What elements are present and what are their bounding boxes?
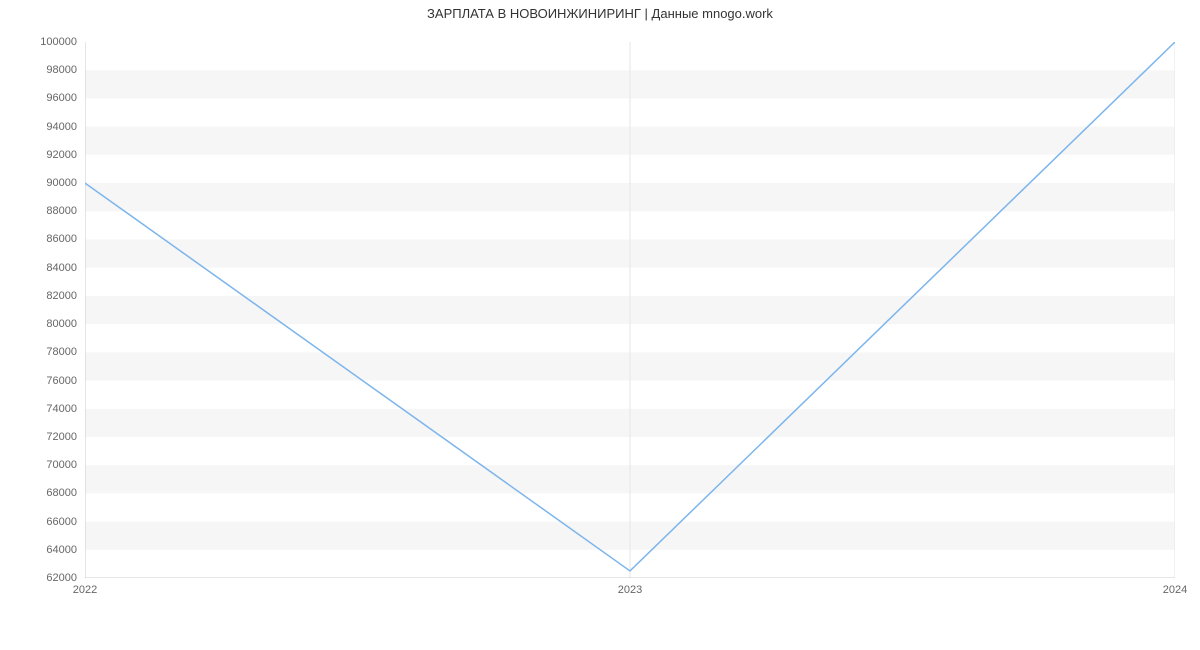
- salary-line-chart: ЗАРПЛАТА В НОВОИНЖИНИРИНГ | Данные mnogo…: [0, 0, 1200, 650]
- x-tick-label: 2023: [618, 584, 642, 596]
- y-tick-label: 90000: [46, 177, 77, 189]
- y-tick-label: 94000: [46, 121, 77, 133]
- y-tick-label: 78000: [46, 346, 77, 358]
- y-tick-label: 74000: [46, 403, 77, 415]
- y-tick-label: 100000: [40, 36, 77, 48]
- y-tick-label: 98000: [46, 64, 77, 76]
- y-tick-label: 66000: [46, 516, 77, 528]
- y-tick-label: 86000: [46, 233, 77, 245]
- y-tick-label: 76000: [46, 375, 77, 387]
- y-tick-label: 82000: [46, 290, 77, 302]
- chart-title: ЗАРПЛАТА В НОВОИНЖИНИРИНГ | Данные mnogo…: [0, 6, 1200, 21]
- plot-area: 6200064000660006800070000720007400076000…: [85, 42, 1175, 578]
- y-tick-label: 72000: [46, 431, 77, 443]
- y-tick-label: 92000: [46, 149, 77, 161]
- y-tick-label: 68000: [46, 487, 77, 499]
- y-tick-label: 62000: [46, 572, 77, 584]
- y-tick-label: 70000: [46, 459, 77, 471]
- plot-svg: [85, 42, 1175, 578]
- y-tick-label: 88000: [46, 205, 77, 217]
- y-tick-label: 80000: [46, 318, 77, 330]
- y-tick-label: 64000: [46, 544, 77, 556]
- x-tick-label: 2022: [73, 584, 97, 596]
- y-tick-label: 96000: [46, 92, 77, 104]
- x-tick-label: 2024: [1163, 584, 1187, 596]
- y-tick-label: 84000: [46, 262, 77, 274]
